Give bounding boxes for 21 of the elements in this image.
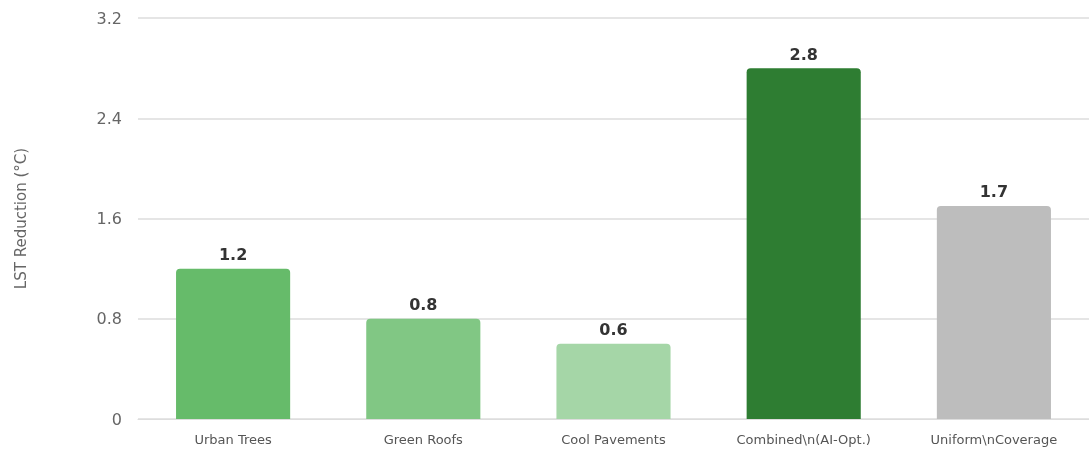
y-axis-title: LST Reduction (°C) [11, 147, 30, 290]
data-label: 1.7 [979, 182, 1009, 202]
data-label: 0.6 [599, 320, 628, 340]
data-label: 0.8 [409, 295, 438, 315]
x-tick-label: Combined\n(AI-Opt.) [736, 432, 871, 447]
x-tick-label: Uniform\nCoverage [930, 432, 1058, 447]
bar [746, 68, 861, 419]
bar [936, 205, 1051, 419]
y-tick-label: 0.8 [96, 309, 122, 329]
y-tick-label: 3.2 [96, 8, 122, 28]
y-tick-label: 1.6 [96, 209, 122, 228]
y-tick-label: 2.4 [96, 108, 122, 128]
bar [176, 268, 291, 419]
x-tick-label: Urban Trees [194, 432, 272, 447]
y-tick-label: 0 [111, 409, 122, 429]
data-label: 2.8 [789, 44, 818, 64]
bar [366, 318, 481, 419]
x-tick-label: Cool Pavements [561, 432, 666, 447]
x-tick-label: Green Roofs [383, 432, 464, 447]
bar [556, 343, 671, 419]
data-label: 1.2 [218, 245, 248, 265]
